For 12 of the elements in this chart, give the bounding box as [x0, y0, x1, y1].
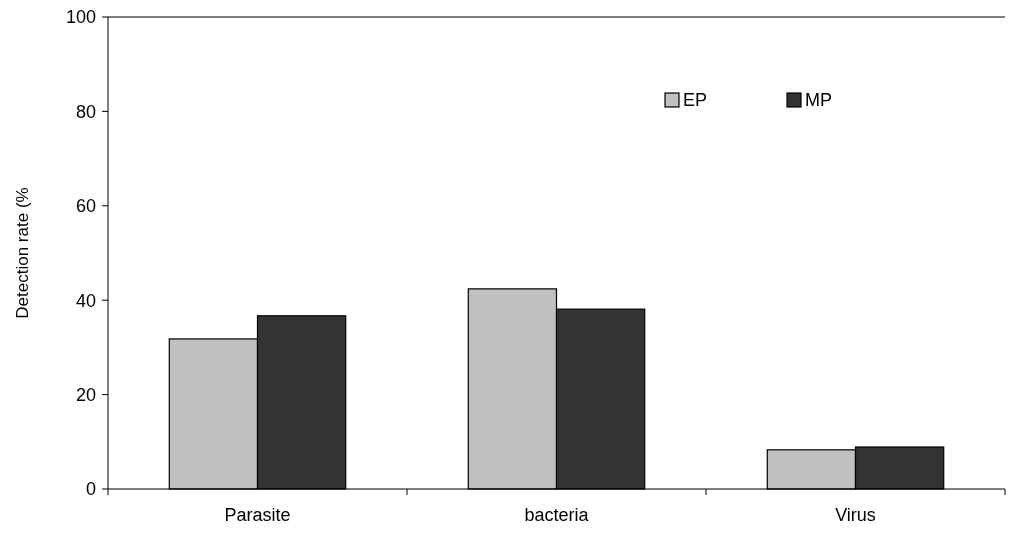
y-tick-label: 60 [75, 196, 96, 217]
y-tick-label: 80 [75, 101, 96, 122]
y-axis-title: Detection rate (% [13, 187, 32, 319]
x-tick-label: bacteria [524, 505, 590, 525]
legend-label: MP [805, 90, 832, 111]
y-tick-label: 20 [75, 384, 96, 405]
y-tick-label: 0 [85, 479, 96, 500]
x-tick-label: Parasite [224, 505, 291, 525]
legend-label: EP [683, 90, 708, 111]
y-tick-label: 40 [75, 290, 96, 311]
x-tick-label: Virus [835, 505, 876, 525]
y-tick-label: 100 [65, 7, 96, 28]
